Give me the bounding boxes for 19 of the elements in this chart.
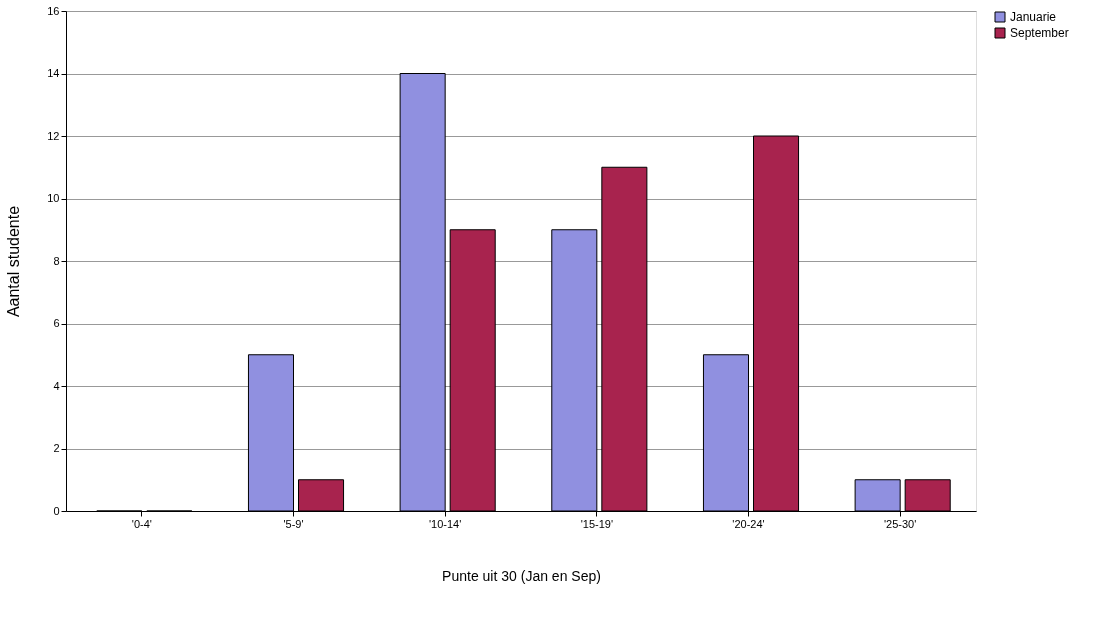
legend-label: September <box>1010 26 1069 40</box>
x-tick-label: '20-24' <box>732 517 765 530</box>
y-tick-label: 12 <box>47 129 60 142</box>
x-tick-label: '15-19' <box>580 517 614 530</box>
y-axis-title: Aantal studente <box>5 205 23 318</box>
x-tick-label: '0-4' <box>131 517 152 530</box>
x-axis-title: Punte uit 30 (Jan en Sep) <box>442 567 601 584</box>
y-tick-label: 10 <box>47 192 60 204</box>
y-tick-label: 2 <box>53 442 60 454</box>
legend-label: Januarie <box>1010 10 1057 24</box>
y-tick-label: 0 <box>53 504 60 517</box>
y-tick-label: 14 <box>47 67 60 79</box>
x-tick-label: '5-9' <box>283 517 304 530</box>
x-tick-label: '25-30' <box>883 517 917 530</box>
y-tick-label: 16 <box>47 4 60 17</box>
x-tick-label: '10-14' <box>428 517 462 530</box>
y-tick-label: 8 <box>53 254 60 267</box>
y-tick-label: 4 <box>53 379 60 392</box>
y-tick-label: 6 <box>53 317 60 329</box>
